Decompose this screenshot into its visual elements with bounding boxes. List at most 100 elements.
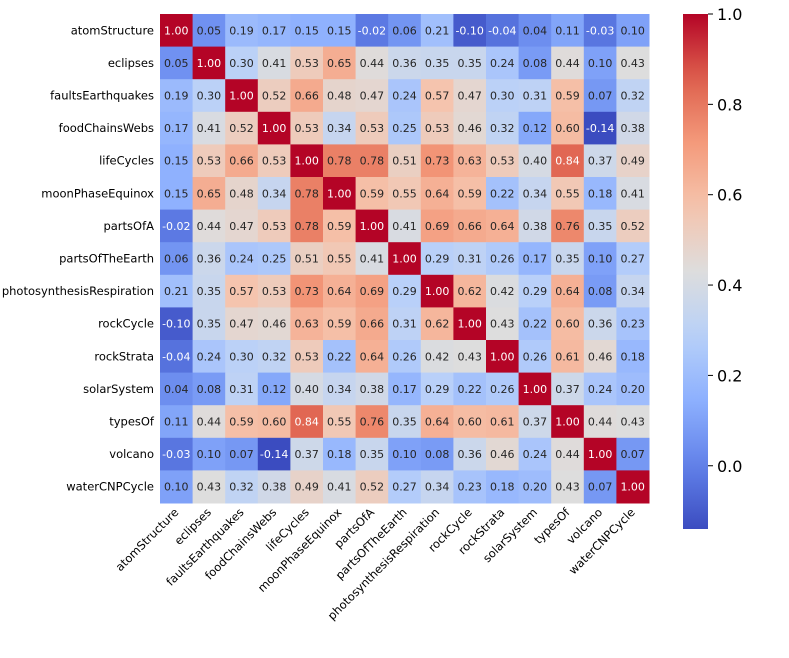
heatmap-cell-8-11	[518, 274, 552, 308]
cell-value-label-4-13: 0.37	[588, 155, 613, 168]
cell-value-label-14-2: 0.32	[229, 481, 254, 494]
heatmap-cell-8-6	[355, 274, 389, 308]
cell-value-label-5-14: 0.41	[620, 187, 645, 200]
cell-value-label-9-14: 0.23	[620, 318, 645, 331]
row-label-rockCycle: rockCycle	[98, 317, 154, 331]
heatmap-cell-14-7	[388, 470, 422, 504]
cell-value-label-12-13: 0.44	[588, 416, 613, 429]
heatmap-cell-11-12	[551, 372, 585, 406]
cell-value-label-9-9: 1.00	[457, 318, 482, 331]
heatmap-cell-12-0	[160, 405, 194, 439]
heatmap-cell-7-3	[257, 242, 291, 276]
heatmap-cell-9-1	[192, 307, 226, 341]
cell-value-label-0-10: -0.04	[488, 24, 516, 37]
heatmap-cell-0-1	[192, 14, 226, 48]
cell-value-label-10-13: 0.46	[588, 350, 613, 363]
heatmap-cell-9-7	[388, 307, 422, 341]
cell-value-label-3-9: 0.46	[457, 122, 482, 135]
heatmap-cell-0-10	[486, 14, 520, 48]
cell-value-label-1-9: 0.35	[457, 57, 482, 70]
heatmap-cell-10-6	[355, 340, 389, 374]
cell-value-label-4-8: 0.73	[425, 155, 450, 168]
cell-value-label-5-0: 0.15	[164, 187, 189, 200]
cell-value-label-11-0: 0.04	[164, 383, 189, 396]
colorbar-tick-label-1: 0.2	[717, 366, 742, 385]
cell-value-label-5-2: 0.48	[229, 187, 254, 200]
cell-value-label-12-2: 0.59	[229, 416, 254, 429]
cell-value-label-13-4: 0.37	[294, 448, 319, 461]
heatmap-cell-7-6	[355, 242, 389, 276]
heatmap-cell-0-9	[453, 14, 487, 48]
cell-value-label-12-12: 1.00	[555, 416, 580, 429]
heatmap-cell-5-3	[257, 177, 291, 211]
heatmap-cell-0-12	[551, 14, 585, 48]
cell-value-label-10-1: 0.24	[197, 350, 222, 363]
heatmap-cell-3-9	[453, 111, 487, 145]
cell-value-label-7-11: 0.17	[523, 253, 548, 266]
cell-value-label-6-6: 1.00	[360, 220, 385, 233]
heatmap-cell-2-3	[257, 79, 291, 113]
heatmap-cell-9-12	[551, 307, 585, 341]
cell-value-label-1-14: 0.43	[620, 57, 645, 70]
cell-value-label-4-12: 0.84	[555, 155, 580, 168]
cell-value-label-4-6: 0.78	[360, 155, 385, 168]
cell-value-label-3-2: 0.52	[229, 122, 254, 135]
heatmap-cell-9-9	[453, 307, 487, 341]
cell-value-label-3-8: 0.53	[425, 122, 450, 135]
heatmap-cell-8-2	[225, 274, 259, 308]
heatmap-cell-11-8	[420, 372, 454, 406]
heatmap-cell-1-6	[355, 46, 389, 80]
cell-value-label-1-12: 0.44	[555, 57, 580, 70]
heatmap-cell-4-12	[551, 144, 585, 178]
heatmap-cell-14-11	[518, 470, 552, 504]
cell-value-label-2-4: 0.66	[294, 90, 319, 103]
cell-value-label-2-13: 0.07	[588, 90, 613, 103]
heatmap-cell-11-1	[192, 372, 226, 406]
colorbar: 0.0 0.2 0.4 0.6 0.8 1.0	[683, 5, 742, 529]
heatmap-cell-6-13	[583, 209, 617, 243]
heatmap-cell-14-12	[551, 470, 585, 504]
heatmap-cell-11-6	[355, 372, 389, 406]
cell-value-label-8-3: 0.53	[262, 285, 287, 298]
cell-value-label-4-1: 0.53	[197, 155, 222, 168]
cell-value-label-13-11: 0.24	[523, 448, 548, 461]
cell-value-label-6-11: 0.38	[523, 220, 548, 233]
heatmap-cell-5-8	[420, 177, 454, 211]
cell-value-label-2-12: 0.59	[555, 90, 580, 103]
heatmap-cell-14-6	[355, 470, 389, 504]
cell-value-label-9-8: 0.62	[425, 318, 450, 331]
cell-value-label-9-7: 0.31	[392, 318, 417, 331]
heatmap-cell-3-8	[420, 111, 454, 145]
cell-value-label-11-11: 1.00	[523, 383, 548, 396]
cell-value-label-3-1: 0.41	[197, 122, 222, 135]
row-label-volcano: volcano	[109, 447, 154, 461]
row-label-lifeCycles: lifeCycles	[99, 154, 154, 168]
cell-value-label-0-9: -0.10	[455, 24, 483, 37]
heatmap-cell-5-0	[160, 177, 194, 211]
cell-value-label-6-13: 0.35	[588, 220, 613, 233]
row-label-partsOfA: partsOfA	[103, 219, 154, 233]
heatmap-cell-0-11	[518, 14, 552, 48]
heatmap-cell-6-6	[355, 209, 389, 243]
cell-value-label-6-4: 0.78	[294, 220, 319, 233]
heatmap-cell-2-4	[290, 79, 324, 113]
cell-value-label-9-1: 0.35	[197, 318, 222, 331]
cell-value-label-9-5: 0.59	[327, 318, 352, 331]
heatmap-cell-4-8	[420, 144, 454, 178]
cell-value-label-11-13: 0.24	[588, 383, 613, 396]
cell-value-label-14-5: 0.41	[327, 481, 352, 494]
heatmap-cell-9-3	[257, 307, 291, 341]
cell-value-label-9-2: 0.47	[229, 318, 254, 331]
cell-value-label-3-3: 1.00	[262, 122, 287, 135]
heatmap-cell-8-4	[290, 274, 324, 308]
heatmap-cell-6-14	[616, 209, 650, 243]
heatmap-cell-2-8	[420, 79, 454, 113]
heatmap-cell-6-5	[323, 209, 357, 243]
heatmap-cell-3-3	[257, 111, 291, 145]
cell-value-label-13-14: 0.07	[620, 448, 645, 461]
heatmap-cell-7-13	[583, 242, 617, 276]
cell-value-label-8-8: 1.00	[425, 285, 450, 298]
cell-value-label-1-3: 0.41	[262, 57, 287, 70]
cell-value-label-11-9: 0.22	[457, 383, 482, 396]
heatmap-cell-4-11	[518, 144, 552, 178]
